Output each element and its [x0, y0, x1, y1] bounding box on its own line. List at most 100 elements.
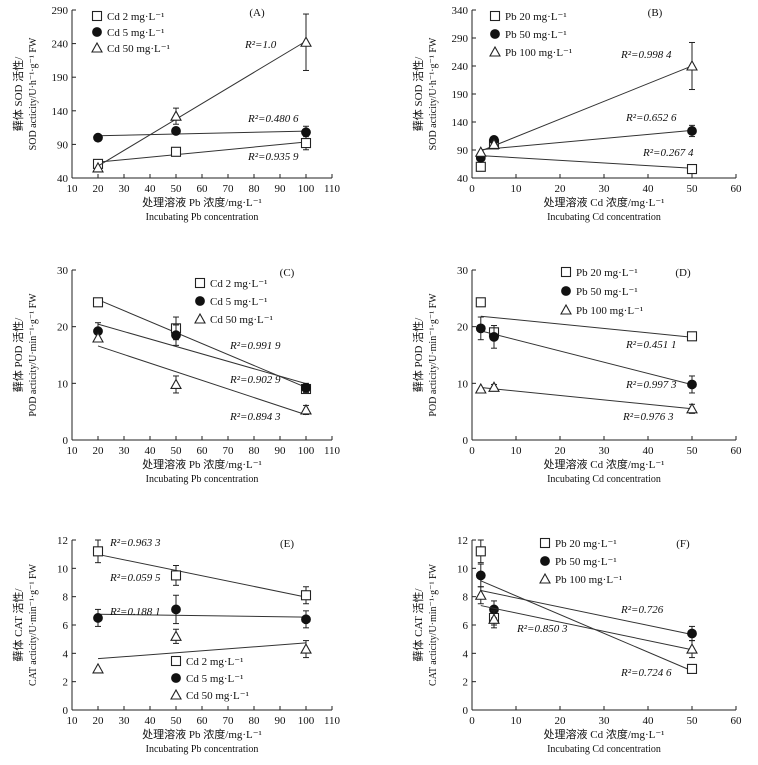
y-tick-label: 240	[452, 61, 469, 73]
panel-label: (E)	[280, 538, 294, 550]
data-point	[92, 331, 104, 343]
y-axis-title-en: SOD acticity/U·h⁻¹·g⁻¹ FW	[428, 37, 439, 150]
regression-line	[97, 642, 307, 660]
legend-label: Pb 100 mg·L⁻¹	[555, 574, 622, 586]
y-tick-label: 2	[63, 677, 69, 689]
y-tick-label: 290	[452, 33, 469, 45]
data-point	[686, 402, 698, 414]
data-point	[171, 604, 181, 615]
regression-line	[97, 141, 307, 163]
legend-label: Cd 5 mg·L⁻¹	[186, 673, 243, 685]
data-point	[301, 127, 311, 138]
x-tick-label: 80	[249, 715, 261, 727]
r-squared-label: R²=0.991 9	[229, 340, 281, 352]
legend-marker	[92, 27, 102, 37]
data-point	[171, 330, 181, 341]
x-tick-label: 10	[67, 445, 79, 457]
legend-label: Cd 50 mg·L⁻¹	[210, 314, 273, 326]
x-tick-label: 30	[119, 445, 131, 457]
x-tick-label: 50	[171, 445, 183, 457]
r-squared-label: R²=0.850 3	[516, 623, 568, 635]
data-point	[92, 161, 104, 173]
x-tick-label: 70	[223, 715, 235, 727]
legend-marker	[540, 556, 550, 566]
y-tick-label: 190	[52, 72, 69, 84]
panel-label: (A)	[249, 7, 265, 19]
legend-marker	[170, 655, 182, 667]
x-tick-label: 20	[555, 183, 567, 195]
data-point	[170, 630, 182, 641]
data-point	[93, 613, 103, 623]
data-point	[474, 146, 487, 157]
regression-line	[480, 155, 693, 169]
y-axis-title-en: CAT acticity/U·min⁻¹·g⁻¹ FW	[28, 563, 39, 685]
x-tick-label: 10	[511, 445, 523, 457]
x-tick-label: 40	[145, 183, 157, 195]
x-tick-label: 40	[145, 445, 157, 457]
data-point	[475, 297, 486, 308]
legend-label: Cd 2 mg·L⁻¹	[186, 656, 243, 668]
legend-label: Cd 50 mg·L⁻¹	[107, 43, 170, 55]
legend-marker	[194, 312, 206, 324]
legend-label: Cd 2 mg·L⁻¹	[210, 278, 267, 290]
y-tick-label: 6	[463, 620, 469, 632]
panel-label: (F)	[676, 538, 690, 550]
regression-line	[480, 605, 693, 651]
x-tick-label: 40	[145, 715, 157, 727]
legend-marker	[561, 286, 571, 296]
data-point	[475, 323, 486, 334]
data-point	[474, 382, 487, 394]
data-point	[488, 381, 500, 392]
legend-marker	[539, 537, 551, 549]
x-tick-label: 10	[67, 183, 79, 195]
r-squared-label: R²=0.726	[620, 604, 664, 616]
panel-label: (B)	[648, 7, 663, 19]
x-tick-label: 60	[197, 183, 209, 195]
r-squared-label: R²=0.267 4	[642, 147, 694, 159]
x-tick-label: 40	[643, 445, 655, 457]
y-tick-label: 140	[452, 117, 469, 129]
y-tick-label: 0	[463, 705, 469, 717]
y-tick-label: 10	[457, 563, 469, 575]
legend-marker	[91, 41, 103, 53]
y-axis-title-en: POD acticity/U·min⁻¹·g⁻¹ FW	[28, 293, 39, 417]
y-tick-label: 30	[457, 265, 469, 277]
y-tick-label: 40	[457, 173, 469, 185]
chart-panel-2: 0 10 20 30 40 50 60 40 90 140 190 240 290 340 (B) 处理溶液 …	[411, 5, 742, 223]
legend-marker	[194, 277, 206, 289]
panel-label: (D)	[675, 267, 691, 279]
r-squared-label: R²=0.480 6	[247, 113, 299, 125]
x-tick-label: 50	[687, 183, 699, 195]
y-tick-label: 6	[63, 620, 69, 632]
data-point	[170, 146, 182, 157]
y-tick-label: 12	[457, 535, 468, 547]
y-tick-label: 190	[452, 89, 469, 101]
x-tick-label: 30	[599, 183, 611, 195]
data-point	[300, 36, 312, 47]
y-tick-label: 90	[57, 139, 69, 151]
data-point	[488, 613, 500, 624]
legend-label: Pb 20 mg·L⁻¹	[505, 11, 567, 23]
legend-marker	[91, 10, 103, 22]
x-axis-title-cn: 处理溶液 Pb 浓度/mg·L⁻¹	[142, 195, 262, 209]
r-squared-label: R²=0.188 1	[109, 606, 160, 618]
x-tick-label: 30	[119, 715, 131, 727]
data-point	[92, 662, 104, 674]
x-tick-label: 100	[298, 183, 315, 195]
data-point	[300, 138, 312, 149]
x-tick-label: 10	[511, 183, 523, 195]
y-tick-label: 20	[457, 322, 469, 334]
r-squared-label: R²=0.963 3	[109, 537, 161, 549]
x-tick-label: 70	[223, 183, 235, 195]
x-tick-label: 90	[275, 183, 287, 195]
chart-panel-4: 0 10 20 30 40 50 60 0 10 20 30 (D) 处理溶液 Cd 浓度/mg·L⁻¹…	[411, 265, 742, 485]
x-axis-title-cn: 处理溶液 Cd 浓度/mg·L⁻¹	[544, 457, 665, 471]
legend-label: Pb 100 mg·L⁻¹	[505, 47, 572, 59]
regression-line	[97, 323, 307, 385]
y-axis-title-en: SOD acticity/U·h⁻¹·g⁻¹ FW	[28, 37, 39, 150]
y-tick-label: 10	[57, 378, 69, 390]
legend-marker	[560, 266, 572, 278]
x-axis-title-en: Incubating Pb concentration	[146, 744, 259, 755]
x-tick-label: 30	[599, 445, 611, 457]
